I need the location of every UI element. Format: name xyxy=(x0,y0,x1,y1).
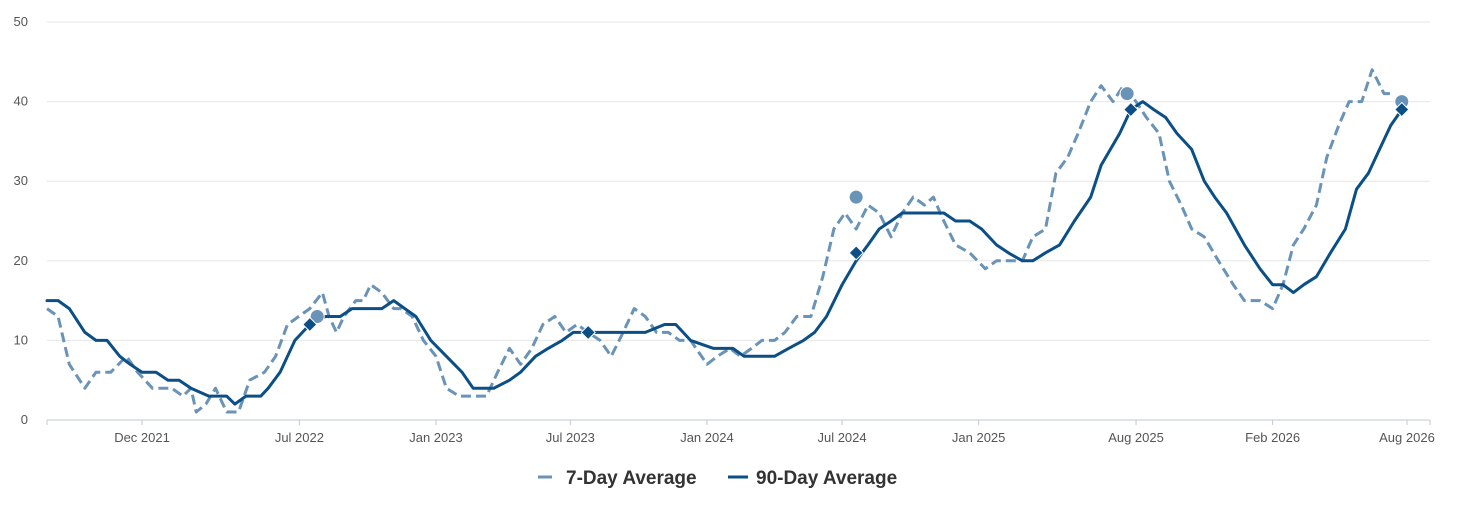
x-tick-label: Jan 2024 xyxy=(680,430,734,445)
x-tick-label: Jul 2022 xyxy=(275,430,324,445)
point-marker-7-day[interactable] xyxy=(848,189,864,205)
series-line-90-day[interactable] xyxy=(45,100,1404,406)
x-tick-label: Jul 2024 xyxy=(817,430,866,445)
point-marker-7-day[interactable] xyxy=(1119,86,1135,102)
series-layer xyxy=(45,68,1404,414)
point-marker-7-day[interactable] xyxy=(309,309,325,325)
x-tick-label: Aug 2025 xyxy=(1108,430,1164,445)
x-tick-label: Jan 2023 xyxy=(409,430,463,445)
legend-label-7-day: 7-Day Average xyxy=(566,468,697,489)
y-tick-label: 0 xyxy=(21,412,28,427)
point-marker-90-day[interactable] xyxy=(1394,101,1410,118)
grid-lines xyxy=(47,21,1430,341)
point-marker-90-day[interactable] xyxy=(848,245,864,261)
y-tick-label: 20 xyxy=(14,253,28,268)
legend-item-90-day[interactable]: 90-Day Average xyxy=(728,468,897,489)
y-tick-label: 30 xyxy=(14,173,28,188)
x-tick-label: Jul 2023 xyxy=(546,430,595,445)
y-axis-ticks: 0 10 20 30 40 50 xyxy=(14,14,28,427)
x-tick-label: Feb 2026 xyxy=(1245,430,1300,445)
x-tick-label: Aug 2026 xyxy=(1379,430,1435,445)
point-marker-90-day[interactable] xyxy=(302,316,318,333)
x-tick-label: Dec 2021 xyxy=(114,430,170,445)
x-tick-label: Jan 2025 xyxy=(952,430,1006,445)
markers-layer xyxy=(302,86,1410,341)
y-tick-label: 10 xyxy=(14,332,28,347)
legend: 7-Day Average 90-Day Average xyxy=(538,468,897,489)
x-axis: Dec 2021 Jul 2022 Jan 2023 Jul 2023 Jan 2024… xyxy=(46,419,1435,445)
legend-item-7-day[interactable]: 7-Day Average xyxy=(538,468,697,489)
point-marker-90-day[interactable] xyxy=(580,324,596,341)
y-tick-label: 40 xyxy=(14,94,28,109)
series-line-7-day[interactable] xyxy=(46,68,1395,414)
y-tick-label: 50 xyxy=(14,14,28,29)
legend-label-90-day: 90-Day Average xyxy=(756,468,897,489)
point-marker-90-day[interactable] xyxy=(1123,101,1139,118)
